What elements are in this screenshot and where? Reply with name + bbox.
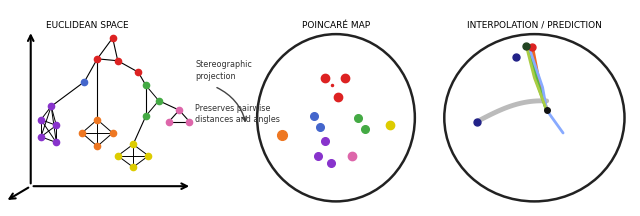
Text: POINCARÉ MAP: POINCARÉ MAP xyxy=(302,21,370,30)
Text: Stereographic
projection: Stereographic projection xyxy=(195,60,252,81)
Text: EUCLIDEAN SPACE: EUCLIDEAN SPACE xyxy=(46,21,129,30)
FancyArrowPatch shape xyxy=(217,87,246,121)
Text: Preserves pairwise
distances and angles: Preserves pairwise distances and angles xyxy=(195,104,280,124)
Text: INTERPOLATION / PREDICTION: INTERPOLATION / PREDICTION xyxy=(467,21,602,30)
